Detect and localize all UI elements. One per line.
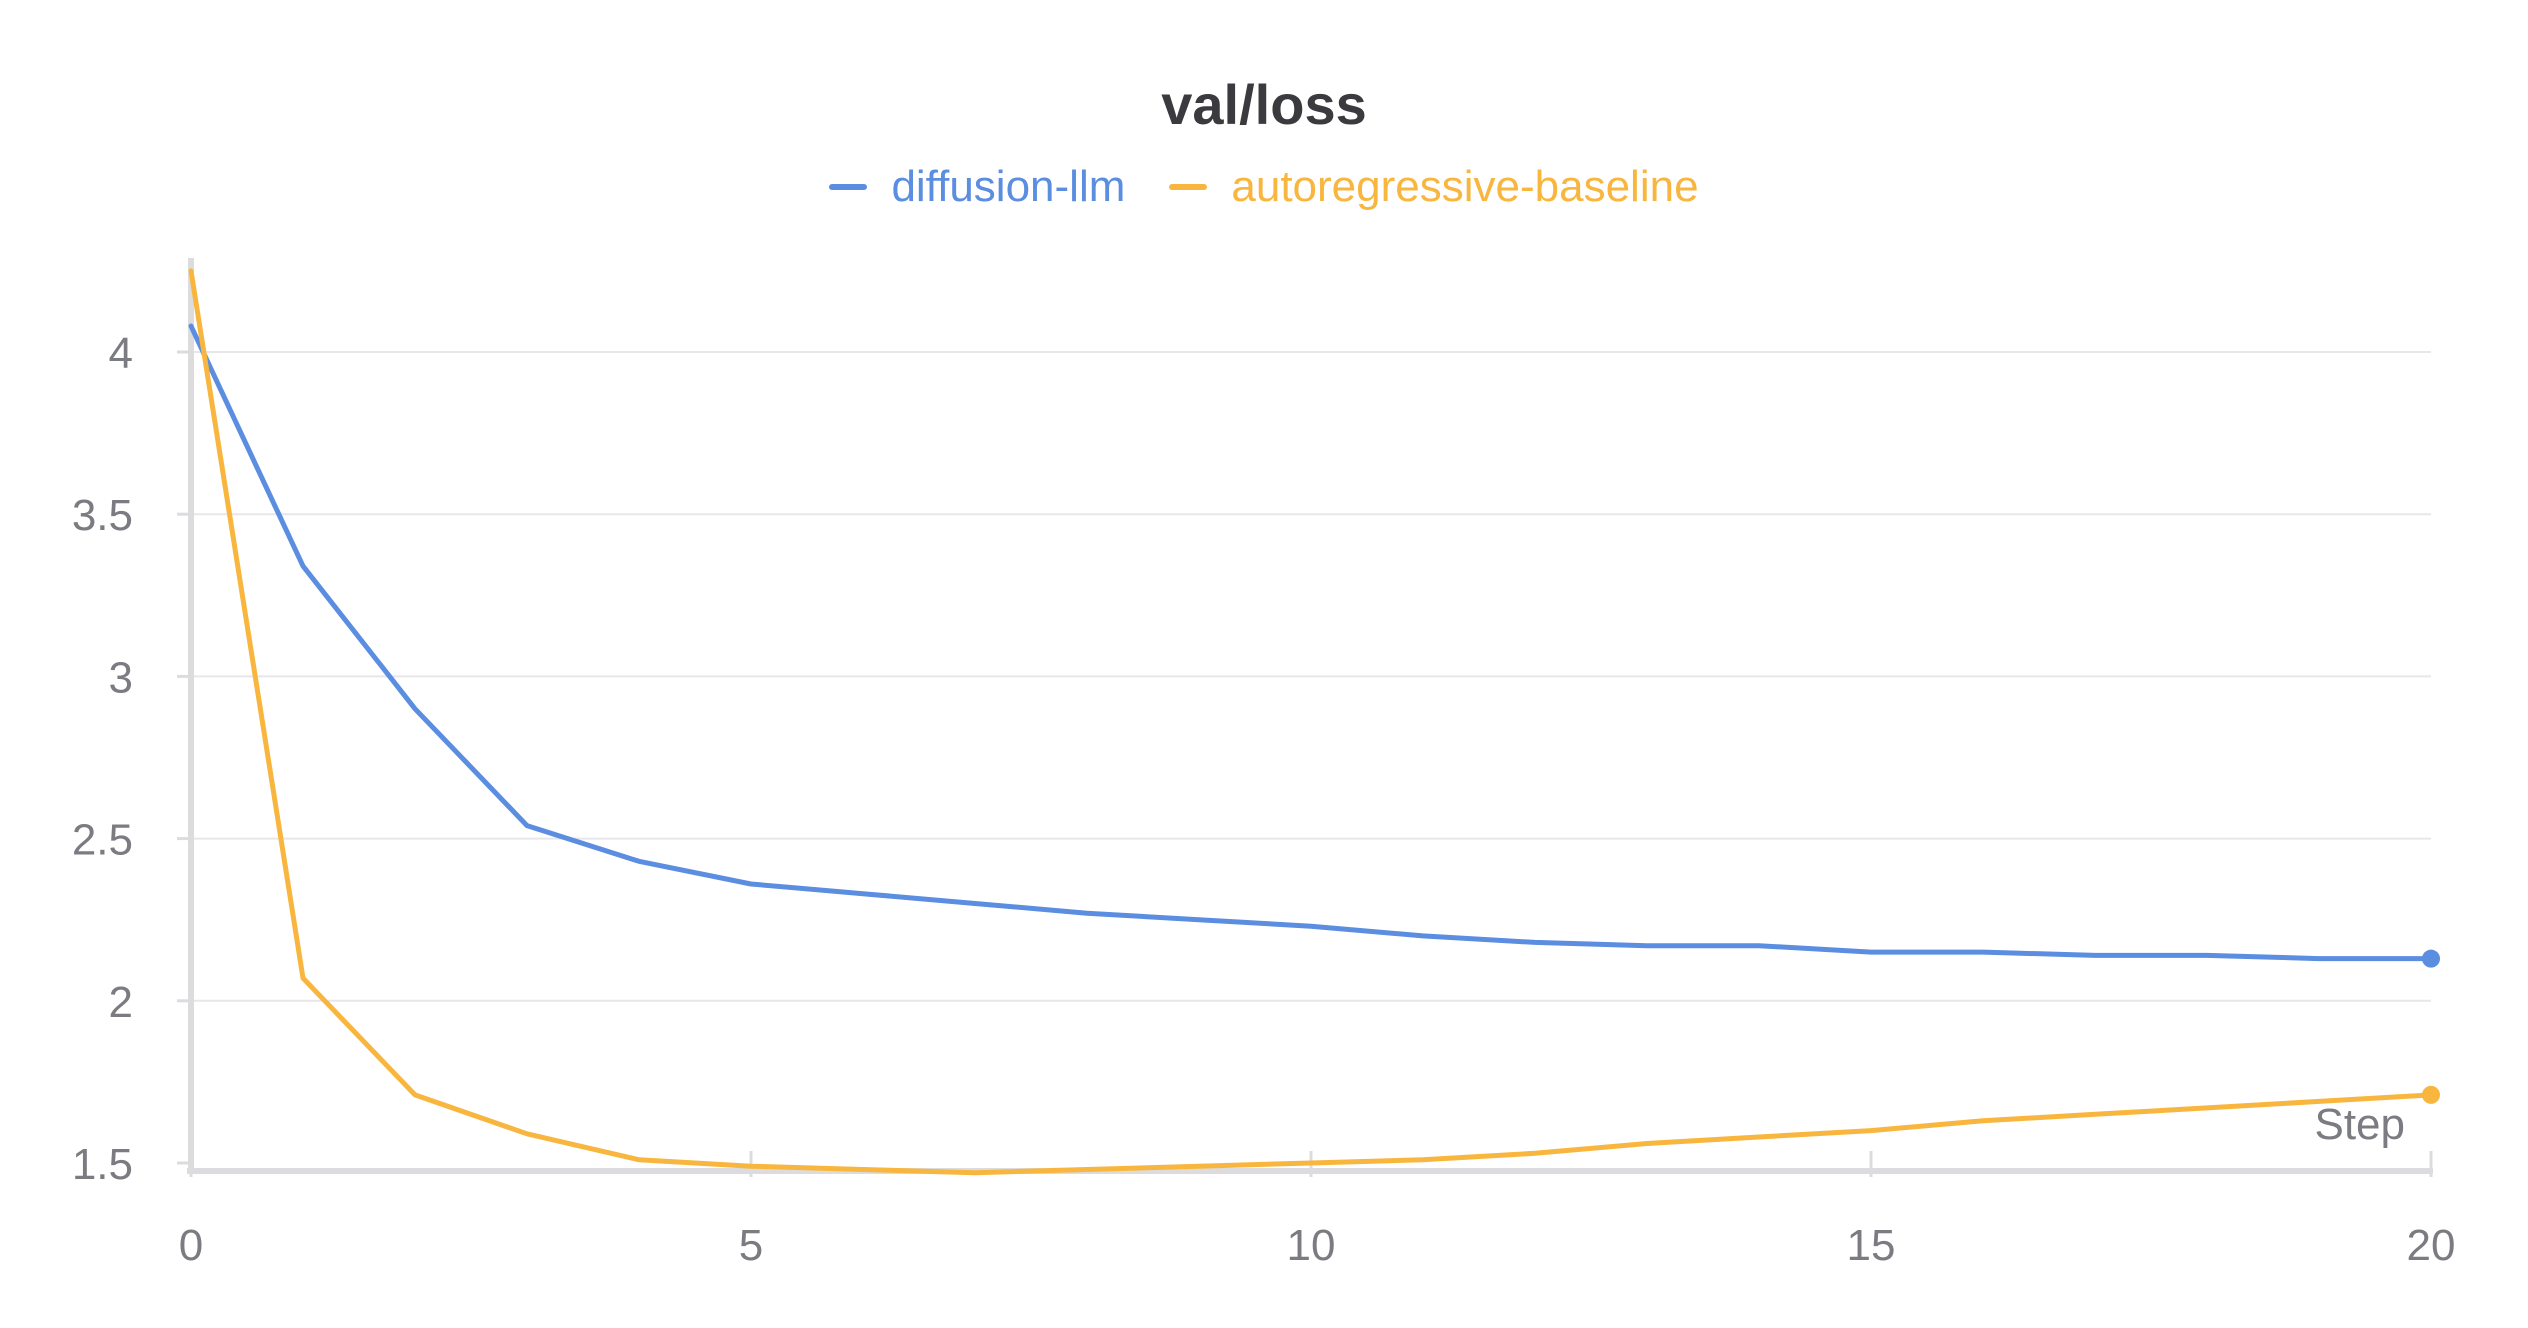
series-line-diffusion-llm — [188, 323, 2434, 962]
y-tick-label-4: 3.5 — [72, 491, 133, 540]
series-endpoint-diffusion-llm — [2422, 949, 2440, 968]
series-line-autoregressive-baseline — [188, 268, 2434, 1176]
legend-item-autoregressive-baseline[interactable]: autoregressive-baseline — [1169, 162, 1699, 212]
legend-label-autoregressive-baseline: autoregressive-baseline — [1231, 162, 1699, 211]
x-tick-label-3: 15 — [1847, 1221, 1896, 1270]
legend: diffusion-llm autoregressive-baseline — [0, 162, 2528, 212]
legend-swatch-autoregressive-baseline — [1169, 184, 1208, 190]
y-tick-label-2: 2.5 — [72, 816, 133, 865]
legend-swatch-diffusion-llm — [829, 184, 868, 190]
x-tick-label-4: 20 — [2407, 1221, 2456, 1270]
legend-label-diffusion-llm: diffusion-llm — [891, 162, 1126, 211]
series-endpoint-autoregressive-baseline — [2422, 1085, 2440, 1104]
y-tick-label-5: 4 — [109, 329, 133, 378]
x-tick-label-0: 0 — [179, 1221, 203, 1270]
x-tick-label-1: 5 — [739, 1221, 763, 1270]
x-axis-label: Step — [2314, 1100, 2405, 1149]
y-tick-label-3: 3 — [109, 653, 133, 702]
chart-title: val/loss — [1161, 73, 1367, 136]
legend-item-diffusion-llm[interactable]: diffusion-llm — [829, 162, 1125, 212]
x-tick-label-2: 10 — [1287, 1221, 1336, 1270]
y-tick-label-0: 1.5 — [72, 1140, 133, 1189]
y-tick-label-1: 2 — [109, 978, 133, 1027]
